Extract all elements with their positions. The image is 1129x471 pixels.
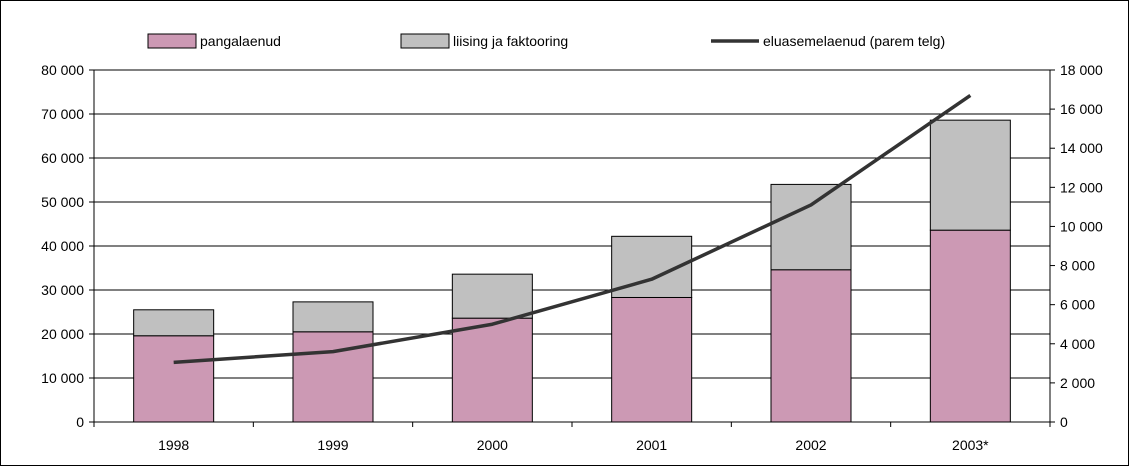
- y-right-tick-label-4: 8 000: [1060, 258, 1095, 274]
- legend: pangalaenud liising ja faktooring eluaseme…: [148, 33, 945, 49]
- y-right-tick-label-0: 0: [1060, 414, 1068, 430]
- y-left-tick-label-4: 40 000: [41, 238, 84, 254]
- legend-swatch-1: [401, 34, 449, 48]
- y-right-tick-label-5: 10 000: [1060, 218, 1103, 234]
- legend-swatch-0: [148, 34, 196, 48]
- y-right-tick-label-9: 18 000: [1060, 62, 1103, 78]
- y-left-tick-label-2: 20 000: [41, 326, 84, 342]
- y-right-tick-label-2: 4 000: [1060, 336, 1095, 352]
- y-left-tick-label-0: 0: [76, 414, 84, 430]
- bar-2002-series-1: [771, 184, 851, 269]
- y-left-tick-label-6: 60 000: [41, 150, 84, 166]
- bar-2003-series-1: [930, 120, 1010, 230]
- y-right-tick-label-1: 2 000: [1060, 375, 1095, 391]
- bar-2003-series-0: [930, 230, 1010, 422]
- x-tick-label-2: 2000: [477, 437, 508, 453]
- y-left-tick-label-1: 10 000: [41, 370, 84, 386]
- x-tick-label-4: 2002: [795, 437, 826, 453]
- x-tick-label-3: 2001: [636, 437, 667, 453]
- y-right-tick-label-6: 12 000: [1060, 179, 1103, 195]
- y-left-tick-label-7: 70 000: [41, 106, 84, 122]
- legend-label-0: pangalaenud: [200, 33, 281, 49]
- y-left-tick-label-3: 30 000: [41, 282, 84, 298]
- x-tick-label-5: 2003*: [952, 437, 989, 453]
- bar-1998-series-1: [134, 310, 214, 336]
- bar-2001-series-0: [612, 297, 692, 422]
- y-right-tick-label-7: 14 000: [1060, 140, 1103, 156]
- bar-2000-series-1: [452, 274, 532, 318]
- y-right-tick-label-3: 6 000: [1060, 297, 1095, 313]
- legend-label-1: liising ja faktooring: [453, 33, 568, 49]
- bar-2002-series-0: [771, 270, 851, 422]
- y-right-tick-label-8: 16 000: [1060, 101, 1103, 117]
- bar-2000-series-0: [452, 318, 532, 422]
- bar-1999-series-1: [293, 302, 373, 332]
- x-tick-label-0: 1998: [158, 437, 189, 453]
- legend-label-2: eluasemelaenud (parem telg): [763, 33, 945, 49]
- x-tick-label-1: 1999: [317, 437, 348, 453]
- bar-1998-series-0: [134, 336, 214, 422]
- y-left-tick-label-8: 80 000: [41, 62, 84, 78]
- y-left-tick-label-5: 50 000: [41, 194, 84, 210]
